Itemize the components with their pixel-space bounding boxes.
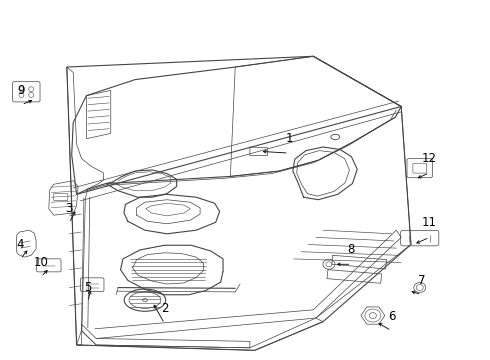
- Text: 11: 11: [422, 216, 437, 229]
- Text: 9: 9: [18, 84, 25, 97]
- Text: 6: 6: [388, 310, 395, 323]
- Text: 2: 2: [161, 302, 168, 315]
- Text: 12: 12: [422, 152, 437, 165]
- Text: 1: 1: [285, 132, 293, 145]
- Text: 7: 7: [418, 274, 425, 287]
- Text: 5: 5: [84, 281, 92, 294]
- Text: 4: 4: [17, 238, 24, 251]
- Text: 10: 10: [33, 256, 49, 269]
- Text: 3: 3: [66, 202, 73, 215]
- Text: 8: 8: [348, 243, 355, 256]
